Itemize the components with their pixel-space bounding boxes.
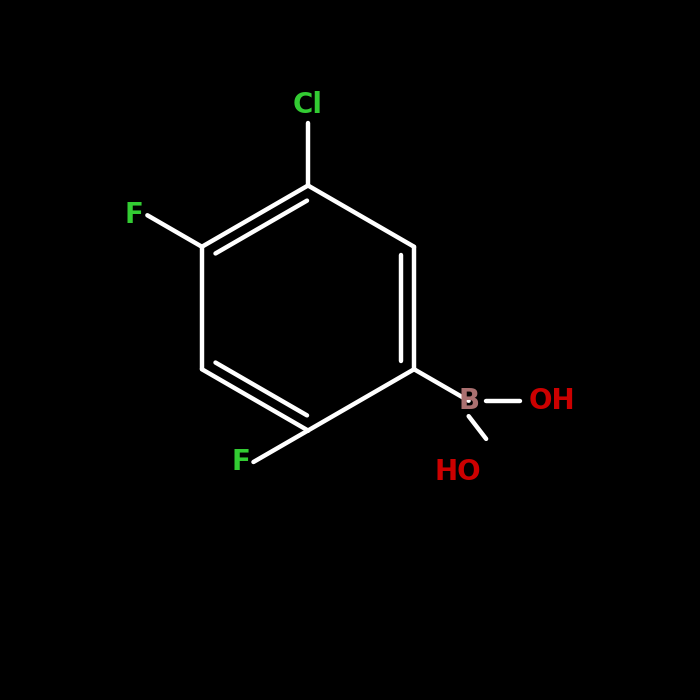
Text: B: B — [458, 387, 480, 414]
Text: HO: HO — [435, 458, 482, 486]
Text: Cl: Cl — [293, 91, 323, 119]
Text: F: F — [125, 201, 144, 229]
Text: OH: OH — [528, 387, 575, 414]
Text: F: F — [231, 448, 250, 476]
